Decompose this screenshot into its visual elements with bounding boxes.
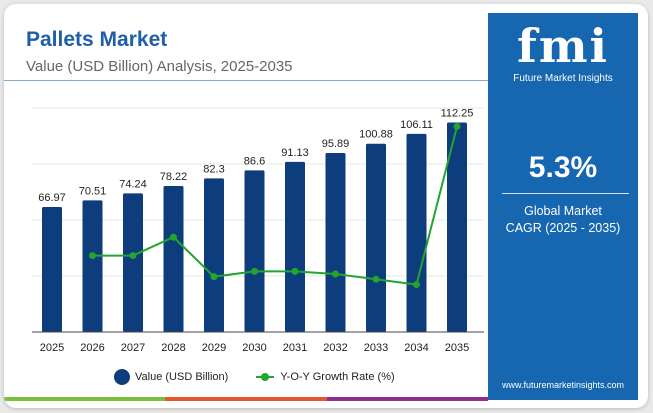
x-tick-label: 2031 (283, 342, 307, 354)
bar-value-label: 95.89 (322, 138, 350, 150)
bar-value-label: 100.88 (359, 129, 393, 141)
bar (406, 133, 427, 332)
growth-point (129, 252, 137, 260)
cagr-panel: fmi Future Market Insights 5.3% Global M… (488, 13, 638, 400)
divider (4, 80, 488, 81)
x-tick-label: 2027 (121, 342, 145, 354)
cagr-label-line1: Global Market (524, 204, 602, 218)
bar (42, 206, 62, 332)
bar (163, 185, 184, 332)
growth-point (89, 252, 96, 260)
x-tick-label: 2035 (445, 342, 469, 354)
x-tick-label: 2030 (242, 342, 266, 354)
x-tick-label: 2028 (161, 342, 185, 354)
growth-point (453, 122, 461, 130)
bar-value-label: 66.97 (38, 192, 66, 204)
divider (502, 193, 629, 194)
bar (123, 193, 143, 332)
bar-value-label: 70.51 (79, 185, 107, 197)
legend-bar-label: Value (USD Billion) (135, 371, 229, 383)
bar (244, 170, 265, 332)
bar (447, 122, 467, 332)
x-tick-label: 2025 (40, 342, 64, 354)
x-tick-label: 2032 (323, 342, 347, 354)
growth-point (170, 233, 177, 241)
growth-point (413, 281, 420, 289)
page-title: Pallets Market (26, 28, 168, 51)
x-tick-label: 2026 (80, 342, 104, 354)
logo-subtitle: Future Market Insights (513, 73, 613, 84)
legend-line-swatch (256, 373, 275, 381)
bar-value-label: 112.25 (441, 107, 474, 119)
bar (82, 200, 103, 332)
bar (325, 153, 346, 332)
bar-value-label: 91.13 (281, 147, 309, 159)
color-stripe (4, 397, 488, 401)
legend-bar-swatch (114, 369, 130, 385)
website-link[interactable]: www.futuremarketinsights.com (501, 380, 625, 390)
chart-card: Pallets Market Value (USD Billion) Analy… (4, 4, 648, 408)
growth-point (210, 273, 218, 281)
page-subtitle: Value (USD Billion) Analysis, 2025-2035 (26, 58, 293, 75)
x-tick-label: 2029 (202, 342, 226, 354)
bar (285, 161, 305, 332)
bar-value-label: 86.6 (244, 155, 265, 167)
x-tick-label: 2033 (364, 342, 388, 354)
cagr-label: Global Market CAGR (2025 - 2035) (488, 203, 638, 237)
legend-line-label: Y-O-Y Growth Rate (%) (280, 371, 395, 383)
fmi-logo: fmi (517, 19, 609, 73)
bar-value-label: 106.11 (400, 119, 433, 131)
chart: 66.97 2025 70.51 2026 74.24 2027 78.22 2028 82.3… (32, 107, 484, 354)
cagr-label-line2: CAGR (2025 - 2035) (505, 221, 621, 235)
legend: Value (USD Billion) Y-O-Y Growth Rate (%… (114, 369, 395, 385)
bar (366, 143, 386, 332)
bar (204, 178, 224, 332)
cagr-value: 5.3% (528, 151, 598, 184)
bar-value-label: 74.24 (119, 178, 147, 190)
growth-point (251, 267, 258, 275)
growth-point (332, 270, 339, 278)
bar-value-label: 82.3 (203, 163, 224, 175)
growth-point (372, 275, 380, 283)
growth-point (291, 267, 299, 275)
x-tick-label: 2034 (404, 342, 428, 354)
growth-line (92, 126, 458, 286)
bar-value-label: 78.22 (160, 171, 188, 183)
